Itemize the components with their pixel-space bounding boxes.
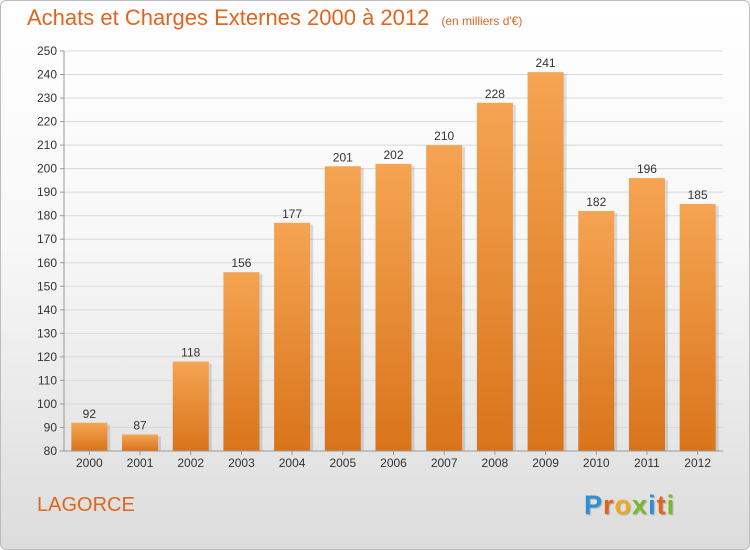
x-tick-label: 2002 <box>177 456 204 470</box>
x-tick-label: 2012 <box>684 456 711 470</box>
logo-letter: r <box>603 490 615 520</box>
logo-letter: P <box>584 490 604 520</box>
bar <box>172 361 209 451</box>
y-tick-label: 200 <box>37 162 57 176</box>
bar <box>628 178 665 451</box>
data-label: 177 <box>282 207 302 221</box>
y-tick-label: 130 <box>37 326 57 340</box>
x-tick-label: 2008 <box>482 456 509 470</box>
bar <box>223 272 260 451</box>
place-name: LAGORCE <box>37 494 135 516</box>
y-tick-label: 120 <box>37 350 57 364</box>
data-label: 156 <box>231 256 251 270</box>
bars: 92 87 118 156 177 201 202 210 228 241 182 196 185 <box>71 56 719 452</box>
x-tick-label: 2009 <box>532 456 559 470</box>
y-tick-label: 140 <box>37 303 57 317</box>
y-tick-label: 180 <box>37 209 57 223</box>
y-tick-label: 90 <box>44 420 58 434</box>
x-tick-label: 2005 <box>329 456 356 470</box>
chart-title: Achats et Charges Externes 2000 à 2012 <box>27 5 430 30</box>
bar <box>324 166 361 451</box>
logo-letter: t <box>656 490 667 520</box>
x-tick-label: 2011 <box>634 456 660 470</box>
y-tick-label: 240 <box>37 68 57 82</box>
data-label: 182 <box>586 195 606 209</box>
logo-letter: i <box>648 490 657 520</box>
x-tick-label: 2006 <box>380 456 407 470</box>
bar <box>274 222 311 451</box>
logo-letter: i <box>666 490 676 520</box>
bar <box>375 163 412 452</box>
x-tick-label: 2000 <box>76 456 103 470</box>
x-tick-label: 2010 <box>583 456 610 470</box>
bar <box>122 434 159 451</box>
data-label: 228 <box>485 87 505 101</box>
data-label: 202 <box>383 148 403 162</box>
data-label: 92 <box>83 407 97 421</box>
x-tick-label: 2003 <box>228 456 255 470</box>
bar <box>578 211 615 451</box>
data-label: 196 <box>637 162 657 176</box>
logo-letter: x <box>632 490 649 520</box>
y-tick-label: 190 <box>37 185 57 199</box>
chart-subtitle: (en milliers d'€) <box>441 14 523 28</box>
y-tick-label: 80 <box>44 444 58 458</box>
y-tick-label: 210 <box>37 138 57 152</box>
x-tick-label: 2001 <box>127 456 154 470</box>
x-tick-label: 2007 <box>431 456 458 470</box>
y-tick-label: 170 <box>37 232 57 246</box>
bar <box>426 145 463 451</box>
x-tick-label: 2004 <box>279 456 306 470</box>
title-row: Achats et Charges Externes 2000 à 2012 (… <box>27 5 522 31</box>
logo-letter: o <box>614 490 633 520</box>
y-tick-label: 110 <box>38 373 57 387</box>
data-label: 241 <box>536 56 556 70</box>
y-tick-label: 160 <box>37 256 57 270</box>
y-tick-label: 100 <box>37 397 57 411</box>
y-tick-label: 250 <box>37 44 57 58</box>
data-label: 118 <box>181 346 200 360</box>
y-tick-label: 150 <box>37 279 57 293</box>
y-tick-label: 220 <box>37 115 57 129</box>
data-label: 87 <box>133 419 147 433</box>
bar <box>476 102 513 451</box>
proxiti-logo: Proxiti <box>584 490 675 521</box>
bar <box>527 72 564 452</box>
data-label: 210 <box>434 129 454 143</box>
bar <box>679 203 716 451</box>
y-tick-label: 230 <box>37 91 57 105</box>
axes: 80 90 100 110 120 130 140 150 160 170 180 190 200 210… <box>37 44 723 470</box>
data-label: 185 <box>688 188 708 202</box>
data-label: 201 <box>333 150 353 164</box>
bar <box>71 422 108 451</box>
